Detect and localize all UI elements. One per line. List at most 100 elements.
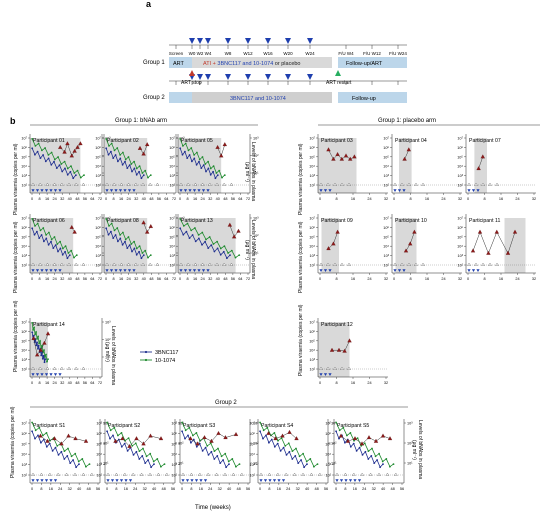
legend-dot-10-1074 xyxy=(144,358,148,362)
viraemia-point xyxy=(69,224,74,229)
x-tick-label: 48 xyxy=(75,197,79,201)
timeline-tick-label: W24 xyxy=(305,51,315,56)
x-tick-label: 72 xyxy=(246,197,250,201)
antibody-10-1074-point xyxy=(37,142,40,145)
antibody-3bnc117-point xyxy=(179,227,182,230)
undetectable-point xyxy=(52,366,57,370)
x-tick-label: 32 xyxy=(384,381,388,385)
y-tick-label: 10⁷ xyxy=(95,217,101,221)
participant-title: Participant 04 xyxy=(395,138,427,144)
y-tick-label: 10² xyxy=(22,474,28,478)
y-tick-label: 10⁴ xyxy=(21,165,27,169)
viraemia-point xyxy=(331,156,336,161)
participant-panel-p12: Participant 12 10² 10³ 10⁴ 10⁵ 10⁶ 10⁷ 0 8 16 24 32 xyxy=(309,318,388,385)
dose-triangle xyxy=(307,74,313,80)
antibody-10-1074-point xyxy=(62,247,64,250)
y-tick-label: 10⁵ xyxy=(457,235,463,239)
antibody-3bnc117-point xyxy=(131,250,133,253)
infusion-marker xyxy=(192,189,197,192)
viraemia-point xyxy=(338,433,344,438)
antibody-10-1074-point xyxy=(163,463,166,465)
undetectable-point xyxy=(156,472,161,476)
infusion-marker xyxy=(272,479,277,482)
antibody-10-1074-point xyxy=(63,450,66,452)
y-tick-label: 10⁶ xyxy=(21,330,27,334)
group1-followup-box xyxy=(338,57,407,68)
x-tick-label: 40 xyxy=(216,277,220,281)
x-tick-label: 48 xyxy=(223,277,227,281)
y-tick-label: 10² xyxy=(96,264,102,268)
viraemia-point xyxy=(329,347,335,352)
antibody-3bnc117-point xyxy=(200,167,203,170)
undetectable-point xyxy=(186,262,191,266)
antibody-10-1074-point xyxy=(119,154,121,156)
y-tick-label: 10² xyxy=(170,264,176,268)
participant-panel-p08: Participant 0810²10³10⁴10⁵10⁶10⁷10¹10²10… xyxy=(95,214,185,281)
x-tick-label: 64 xyxy=(90,381,94,385)
undetectable-point xyxy=(112,182,117,186)
infusion-marker xyxy=(319,269,323,272)
antibody-10-1074-point xyxy=(41,149,43,152)
antibody-3bnc117-point xyxy=(41,357,44,360)
y-tick-label: 10⁴ xyxy=(325,453,331,457)
participant-panel-s1: Participant S110²10³10⁴10⁵10⁶10⁷10¹10²10… xyxy=(21,419,109,491)
y-tick-label: 10³ xyxy=(326,463,332,467)
y-right-tick-label: 10² xyxy=(105,338,111,342)
y-right-tick-label: 10¹ xyxy=(105,356,111,360)
y-tick-label: 10² xyxy=(97,474,103,478)
antibody-3bnc117-point xyxy=(37,344,40,347)
antibody-10-1074-point xyxy=(235,465,237,468)
antibody-3bnc117-point xyxy=(201,450,204,452)
x-tick-label: 32 xyxy=(458,277,462,281)
y-tick-label: 10⁷ xyxy=(21,217,27,221)
antibody-10-1074-point xyxy=(196,151,198,154)
antibody-3bnc117-point xyxy=(141,455,144,457)
antibody-10-1074-point xyxy=(224,452,227,455)
timeline-tick-label: W20 xyxy=(283,51,293,56)
y-tick-label: 10⁵ xyxy=(21,339,27,343)
y-tick-label: 10⁵ xyxy=(95,235,101,239)
antibody-10-1074-point xyxy=(179,138,182,140)
viraemia-point xyxy=(58,144,63,149)
undetectable-point xyxy=(206,472,211,476)
viraemia-point xyxy=(42,340,47,345)
antibody-10-1074-point xyxy=(33,326,35,329)
infusion-marker xyxy=(53,373,58,376)
antibody-10-1074-line xyxy=(259,422,318,468)
antibody-3bnc117-point xyxy=(207,454,210,456)
ati-shade xyxy=(474,138,487,193)
viraemia-point xyxy=(486,250,491,255)
antibody-3bnc117-point xyxy=(133,167,136,170)
undetectable-point xyxy=(64,472,69,476)
infusion-marker xyxy=(190,479,194,482)
antibody-10-1074-point xyxy=(198,158,201,161)
y-right-label-3b: (µg ml⁻¹) xyxy=(104,342,110,362)
antibody-10-1074-point xyxy=(77,460,80,463)
antibody-3bnc117-point xyxy=(194,240,197,243)
antibody-10-1074-point xyxy=(218,169,221,172)
y-left-label-4: Plasma viraemia (copies per ml) xyxy=(10,406,16,478)
y-left-label-6: Plasma viraemia (copies per ml) xyxy=(298,221,304,293)
antibody-10-1074-point xyxy=(113,426,116,429)
antibody-10-1074-point xyxy=(31,322,34,324)
undetectable-point xyxy=(38,262,43,266)
x-tick-label: 0 xyxy=(181,487,183,491)
undetectable-point xyxy=(333,366,337,370)
antibody-10-1074-point xyxy=(149,174,152,177)
x-tick-label: 0 xyxy=(31,487,33,491)
undetectable-point xyxy=(222,262,227,266)
antibody-10-1074-point xyxy=(36,338,38,340)
antibody-3bnc117-point xyxy=(45,445,48,448)
y-tick-label: 10³ xyxy=(310,254,316,258)
undetectable-point xyxy=(59,366,64,370)
antibody-10-1074-point xyxy=(187,149,190,152)
antibody-3bnc117-point xyxy=(60,450,63,453)
antibody-3bnc117-point xyxy=(219,253,222,256)
antibody-10-1074-point xyxy=(208,236,211,238)
viraemia-point xyxy=(31,336,36,340)
ati-shade xyxy=(30,218,74,273)
infusion-marker xyxy=(110,479,115,482)
antibody-3bnc117-point xyxy=(147,459,150,461)
antibody-3bnc117-point xyxy=(361,454,364,456)
dose-triangle xyxy=(205,74,211,80)
